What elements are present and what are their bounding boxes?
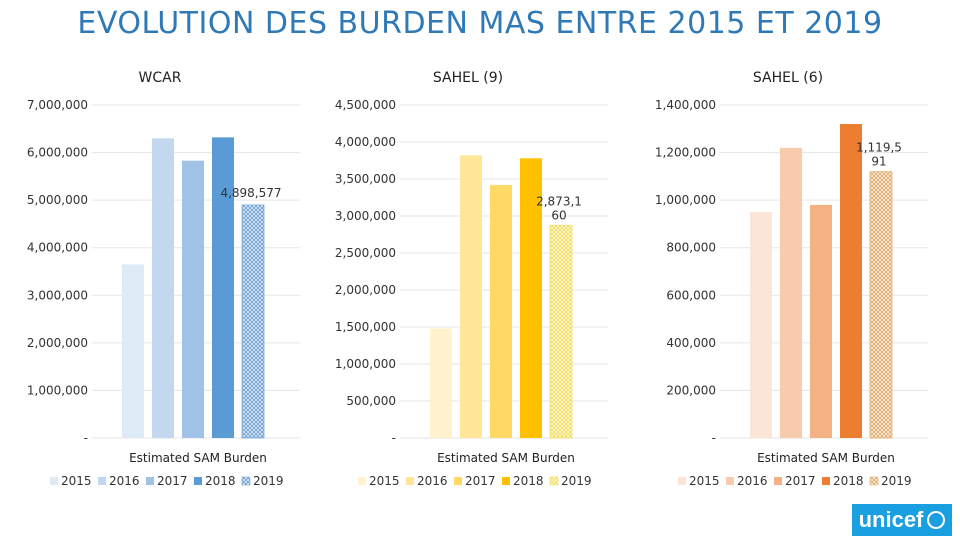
y-tick-label: 800,000 [666, 241, 716, 255]
legend-label: 2016 [417, 474, 448, 488]
unicef-emblem-icon [927, 511, 946, 529]
y-tick-label: 1,200,000 [655, 146, 716, 160]
y-tick-label: 3,000,000 [335, 209, 396, 223]
legend-swatch [869, 476, 879, 486]
legend-swatch [726, 477, 734, 485]
y-tick-label: - [712, 431, 716, 445]
y-tick-label: 4,000,000 [27, 241, 88, 255]
legend-label: 2019 [881, 474, 912, 488]
y-tick-label: 1,500,000 [335, 320, 396, 334]
legend-swatch [549, 476, 559, 486]
x-axis-label: Estimated SAM Burden [437, 451, 575, 465]
y-tick-label: 200,000 [666, 383, 716, 397]
bar-2015 [750, 212, 772, 438]
y-tick-label: 1,400,000 [655, 98, 716, 112]
unicef-logo-text: unicef [858, 507, 924, 532]
legend-swatch [406, 477, 414, 485]
legend-label: 2017 [465, 474, 496, 488]
bar-2019 [869, 171, 893, 439]
y-tick-label: 500,000 [346, 394, 396, 408]
legend-swatch [50, 477, 58, 485]
bar-2019 [549, 224, 573, 439]
y-tick-label: 7,000,000 [27, 98, 88, 112]
y-tick-label: 2,000,000 [27, 336, 88, 350]
legend-label: 2016 [737, 474, 768, 488]
y-tick-label: 1,000,000 [27, 383, 88, 397]
legend-swatch [98, 477, 106, 485]
legend-label: 2019 [561, 474, 592, 488]
bar-2017 [490, 184, 512, 438]
legend-label: 2016 [109, 474, 140, 488]
data-label: 4,898,577 [220, 186, 281, 200]
legend-swatch [502, 477, 510, 485]
bar-2016 [780, 147, 802, 439]
bar-2019 [241, 204, 265, 439]
x-axis-label: Estimated SAM Burden [757, 451, 895, 465]
y-tick-label: 400,000 [666, 336, 716, 350]
chart-title: WCAR [139, 70, 182, 86]
bar-2018 [212, 137, 234, 438]
y-tick-label: 1,000,000 [335, 357, 396, 371]
legend-swatch [358, 477, 366, 485]
legend-label: 2015 [61, 474, 92, 488]
bar-2015 [122, 264, 144, 438]
y-tick-label: - [392, 431, 396, 445]
chart-sahel-6: SAHEL (6) - 200,000 400,000 600,000 800,000 1,… [655, 70, 928, 488]
y-tick-label: 4,500,000 [335, 98, 396, 112]
chart-sahel-9: SAHEL (9) - 500,000 1,000,000 1,500,000 2,000… [335, 70, 608, 488]
chart-title: SAHEL (6) [753, 70, 823, 86]
legend-label: 2017 [785, 474, 816, 488]
bar-2017 [182, 160, 204, 438]
data-label: 1,119,5 91 [856, 141, 902, 169]
legend-swatch [454, 477, 462, 485]
unicef-logo: unicef [852, 504, 952, 536]
legend-label: 2018 [513, 474, 544, 488]
bar-2017 [810, 204, 832, 438]
legend-swatch [678, 477, 686, 485]
chart-title: SAHEL (9) [433, 70, 503, 86]
bar-2016 [460, 155, 482, 438]
page-title: EVOLUTION DES BURDEN MAS ENTRE 2015 ET 2… [77, 6, 883, 41]
legend-swatch [146, 477, 154, 485]
y-tick-label: 6,000,000 [27, 146, 88, 160]
legend-label: 2017 [157, 474, 188, 488]
y-tick-label: 600,000 [666, 288, 716, 302]
legend-label: 2015 [369, 474, 400, 488]
legend-swatch [194, 477, 202, 485]
bar-2016 [152, 138, 174, 439]
legend-label: 2018 [205, 474, 236, 488]
legend-swatch [822, 477, 830, 485]
x-axis-label: Estimated SAM Burden [129, 451, 267, 465]
data-label: 2,873,1 60 [536, 194, 582, 222]
bar-2018 [520, 158, 542, 438]
y-tick-label: - [84, 431, 88, 445]
legend-swatch [774, 477, 782, 485]
legend-label: 2018 [833, 474, 864, 488]
y-tick-label: 3,500,000 [335, 172, 396, 186]
y-tick-label: 2,000,000 [335, 283, 396, 297]
bar-2018 [840, 124, 862, 439]
legend-label: 2015 [689, 474, 720, 488]
legend-swatch [241, 476, 251, 486]
legend-label: 2019 [253, 474, 284, 488]
bar-2015 [430, 328, 452, 438]
y-tick-label: 1,000,000 [655, 193, 716, 207]
y-tick-label: 2,500,000 [335, 246, 396, 260]
y-tick-label: 5,000,000 [27, 193, 88, 207]
y-tick-label: 3,000,000 [27, 288, 88, 302]
chart-wcar: WCAR - 1,000,000 2,000,000 3,000,000 4,000,00… [27, 70, 300, 488]
y-tick-label: 4,000,000 [335, 135, 396, 149]
